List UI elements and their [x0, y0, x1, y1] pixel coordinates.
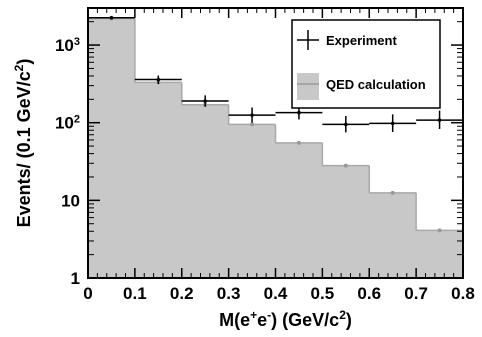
- experiment-points: [88, 15, 463, 133]
- experiment-point: [181, 95, 229, 107]
- qed-bin-marker: [250, 122, 255, 127]
- y-tick-label: 103: [55, 36, 80, 55]
- experiment-marker: [344, 122, 348, 127]
- experiment-point: [369, 114, 417, 132]
- experiment-point: [416, 110, 463, 129]
- experiment-marker: [390, 121, 395, 126]
- y-tick-label: 10: [61, 191, 80, 210]
- x-tick-label: 0.3: [217, 284, 241, 303]
- y-tick-label: 102: [55, 114, 80, 133]
- experiment-marker: [437, 118, 442, 122]
- qed-bin-marker: [437, 228, 442, 233]
- experiment-marker: [250, 113, 254, 117]
- y-tick-label: 1: [71, 269, 80, 288]
- qed-bin-marker: [390, 190, 395, 195]
- y-axis-label: Events/ (0.1 GeV/c2): [12, 59, 34, 228]
- experiment-marker: [203, 99, 207, 103]
- legend-experiment-marker: [297, 30, 319, 50]
- x-tick-label: 0.2: [170, 284, 194, 303]
- x-tick-label: 0.4: [264, 284, 288, 303]
- experiment-point: [228, 107, 276, 123]
- x-tick-label: 0.8: [451, 284, 475, 303]
- experiment-point: [322, 115, 370, 133]
- experiment-point: [88, 15, 135, 20]
- tick-labels: 0 0.1 0.2 0.3 0.4 0.5 0.6 0.7 0.8 1 10 102 103: [55, 36, 475, 303]
- qed-bin-marker: [343, 163, 348, 168]
- experiment-point: [134, 75, 182, 85]
- experiment-marker: [297, 110, 301, 115]
- axis-ticks: [87, 7, 464, 279]
- x-tick-label: 0.7: [404, 284, 428, 303]
- legend-box: [291, 19, 441, 109]
- legend-qed-label: QED calculation: [326, 77, 426, 92]
- experiment-marker: [156, 77, 161, 82]
- qed-histogram: [88, 16, 463, 278]
- legend: Experiment QED calculation: [291, 19, 441, 109]
- qed-bin-marker: [296, 140, 301, 145]
- x-axis-label: M(e+e-) (GeV/c2): [219, 308, 352, 330]
- x-tick-label: 0.6: [357, 284, 381, 303]
- x-tick-label: 0.1: [123, 284, 147, 303]
- experiment-marker: [109, 15, 114, 20]
- x-tick-label: 0.5: [311, 284, 335, 303]
- legend-experiment-label: Experiment: [326, 33, 397, 48]
- legend-qed-swatch: [297, 73, 319, 100]
- x-tick-label: 0: [83, 284, 92, 303]
